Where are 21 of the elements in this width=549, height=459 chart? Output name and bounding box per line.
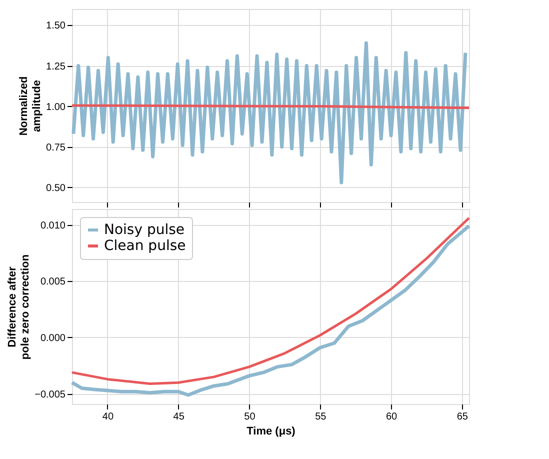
y-axis-title: Normalized amplitude (18, 76, 44, 136)
y-tick-label: 0.50 (46, 182, 66, 194)
y-tick-label: 1.00 (46, 102, 66, 113)
x-tick-label: 40 (102, 412, 114, 422)
y-tick-label: 0.000 (40, 332, 66, 344)
x-axis-title: Time (μs) (246, 426, 296, 438)
y-tick-label: 0.005 (40, 276, 66, 288)
y-axis-title: Difference after pole zero correction (6, 254, 32, 360)
y-tick-label: 0.010 (40, 220, 66, 232)
x-tick-label: 55 (315, 412, 327, 422)
legend-label: Noisy pulse (104, 222, 185, 238)
y-tick-label: −0.005 (34, 389, 66, 400)
y-tick-label: 1.25 (46, 61, 66, 72)
line-series (72, 41, 468, 184)
x-tick-label: 60 (386, 412, 398, 422)
x-tick-label: 50 (244, 412, 256, 422)
x-tick-label: 45 (173, 412, 185, 422)
y-tick-label: 1.50 (46, 20, 66, 32)
y-tick-label: 0.75 (46, 142, 66, 154)
x-tick-label: 65 (456, 412, 468, 422)
legend-label: Clean pulse (104, 238, 186, 254)
